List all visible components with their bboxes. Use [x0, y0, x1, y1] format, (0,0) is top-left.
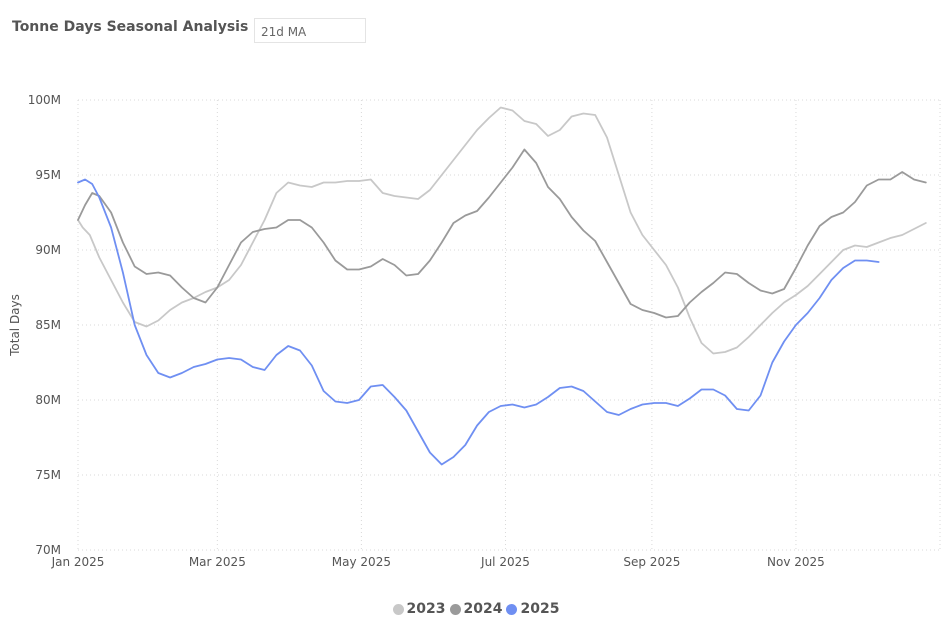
line-chart: 70M 75M 80M 85M 90M 95M 100M Jan 2025 Mar 2025 M… — [28, 93, 941, 569]
series-line-2024 — [77, 148, 927, 319]
y-tick-label: 85M — [35, 318, 61, 332]
legend-item-2025[interactable]: 2025 — [506, 601, 559, 617]
series-lines — [77, 106, 927, 466]
y-tick-label: 70M — [35, 543, 61, 557]
chart-title: Tonne Days Seasonal Analysis — [12, 19, 249, 35]
y-tick-label: 95M — [35, 168, 61, 182]
gridlines — [77, 99, 941, 551]
moving-average-value: 21d MA — [261, 25, 307, 39]
y-axis-ticks: 70M 75M 80M 85M 90M 95M 100M — [28, 93, 61, 557]
legend-marker — [506, 603, 518, 615]
x-tick-label: May 2025 — [332, 555, 391, 569]
y-tick-label: 75M — [35, 468, 61, 482]
legend-label: 2025 — [520, 601, 560, 617]
y-tick-label: 80M — [35, 393, 61, 407]
y-tick-label: 90M — [35, 243, 61, 257]
series-line-2025 — [77, 178, 880, 466]
moving-average-selector[interactable]: 21d MA — [254, 18, 366, 43]
x-tick-label: Nov 2025 — [767, 555, 825, 569]
legend: 2023 2024 2025 — [0, 601, 952, 619]
x-axis-ticks: Jan 2025 Mar 2025 May 2025 Jul 2025 Sep 2025… — [51, 555, 825, 569]
legend-marker — [449, 603, 461, 615]
x-tick-label: Jul 2025 — [480, 555, 530, 569]
x-tick-label: Jan 2025 — [51, 555, 105, 569]
legend-label: 2023 — [406, 601, 446, 617]
y-tick-label: 100M — [28, 93, 61, 107]
legend-item-2023[interactable]: 2023 — [392, 601, 446, 617]
legend-item-2024[interactable]: 2024 — [449, 601, 503, 617]
x-tick-label: Sep 2025 — [623, 555, 680, 569]
legend-label: 2024 — [463, 601, 503, 617]
series-line-2023 — [77, 106, 927, 355]
x-tick-label: Mar 2025 — [189, 555, 246, 569]
legend-marker — [392, 603, 404, 615]
